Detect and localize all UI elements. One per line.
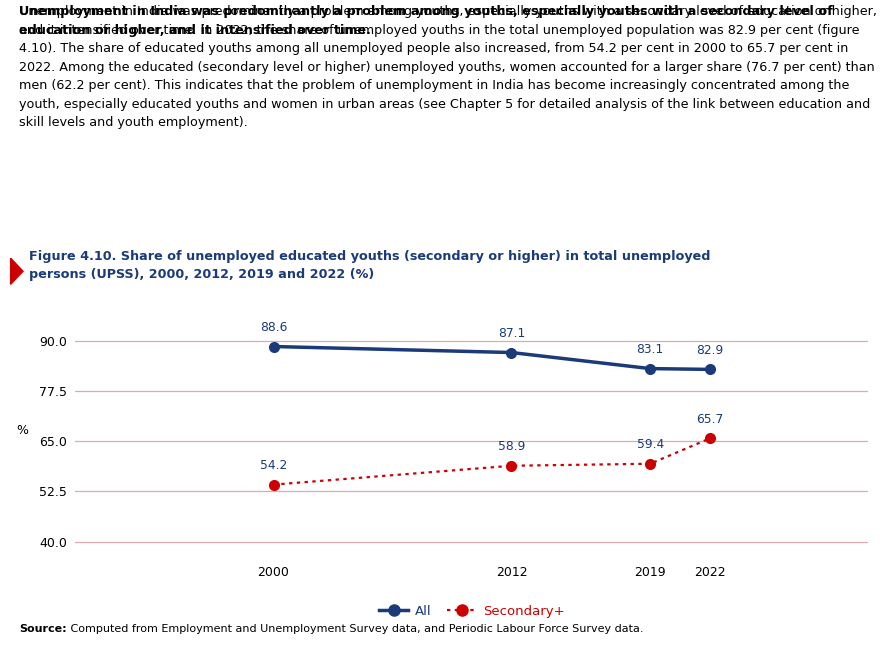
- Text: 87.1: 87.1: [498, 327, 525, 340]
- Y-axis label: %: %: [16, 424, 28, 437]
- Text: Unemployment in India was predominantly a problem among youths, especially youth: Unemployment in India was predominantly …: [19, 5, 877, 129]
- Text: 54.2: 54.2: [260, 459, 287, 472]
- Text: 83.1: 83.1: [636, 343, 664, 356]
- Legend: All, Secondary+: All, Secondary+: [374, 600, 570, 624]
- Text: 82.9: 82.9: [696, 344, 723, 357]
- Text: 59.4: 59.4: [636, 438, 664, 451]
- Text: 58.9: 58.9: [498, 440, 525, 453]
- Polygon shape: [11, 258, 23, 284]
- Text: Figure 4.10. Share of unemployed educated youths (secondary or higher) in total : Figure 4.10. Share of unemployed educate…: [29, 251, 711, 281]
- Text: Computed from Employment and Unemployment Survey data, and Periodic Labour Force: Computed from Employment and Unemploymen…: [67, 624, 644, 634]
- Text: Unemployment in India was predominantly a problem among youths, especially youth: Unemployment in India was predominantly …: [19, 5, 833, 36]
- Text: 65.7: 65.7: [696, 413, 723, 426]
- Text: Source:: Source:: [19, 624, 67, 634]
- Text: 88.6: 88.6: [260, 321, 287, 334]
